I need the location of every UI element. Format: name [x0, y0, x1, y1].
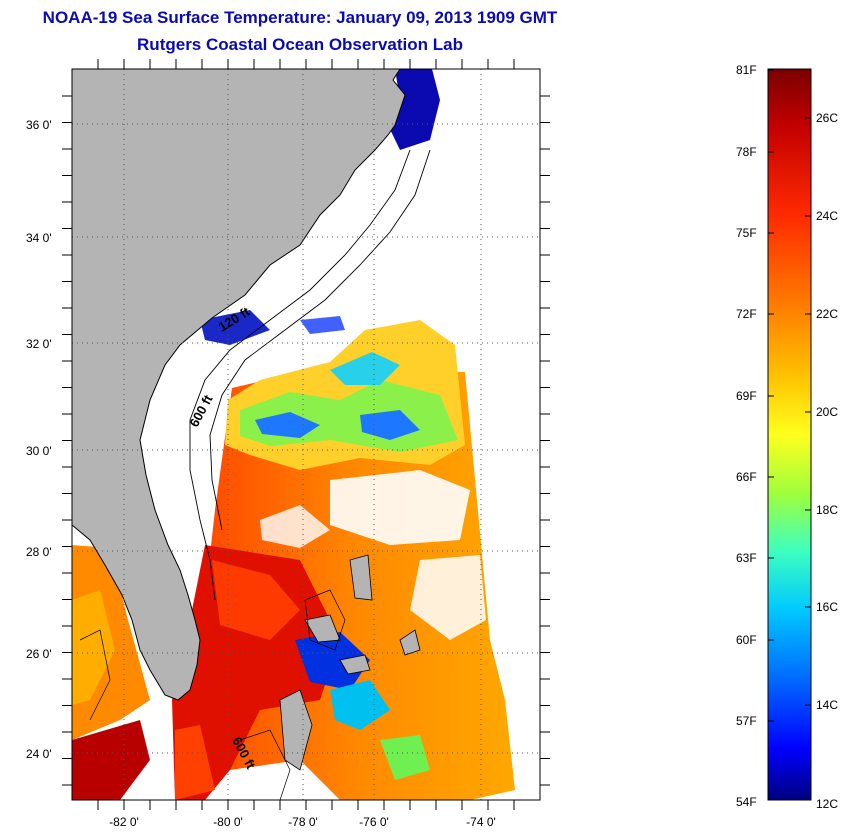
colorbar — [767, 68, 812, 801]
colorbar-f-label: 57F — [736, 714, 757, 728]
colorbar-c-label: 12C — [816, 797, 838, 811]
colorbar-f-label: 66F — [736, 470, 757, 484]
contour-120ft — [189, 149, 411, 601]
contour-600ft — [209, 149, 431, 531]
land-mass — [72, 69, 406, 701]
colorbar-f-label: 69F — [736, 389, 757, 403]
lon-label: -78 0' — [288, 815, 318, 829]
colorbar-c-label: 16C — [816, 600, 838, 614]
colorbar-f-label: 60F — [736, 633, 757, 647]
lat-label: 32 0' — [26, 337, 52, 351]
colorbar-c-label: 20C — [816, 405, 838, 419]
colorbar-f-label: 75F — [736, 226, 757, 240]
lat-label: 28 0' — [26, 545, 52, 559]
lon-label: -80 0' — [213, 815, 243, 829]
colorbar-c-label: 22C — [816, 307, 838, 321]
colorbar-c-label: 24C — [816, 209, 838, 223]
lat-label: 26 0' — [26, 647, 52, 661]
lat-label: 36 0' — [26, 118, 52, 132]
colorbar-c-label: 26C — [816, 111, 838, 125]
lon-label: -74 0' — [466, 815, 496, 829]
colorbar-f-label: 81F — [736, 63, 757, 77]
lat-label: 30 0' — [26, 444, 52, 458]
lat-label: 24 0' — [26, 747, 52, 761]
map-title: NOAA-19 Sea Surface Temperature: January… — [42, 8, 558, 27]
lon-label: -76 0' — [359, 815, 389, 829]
lat-label: 34 0' — [26, 231, 52, 245]
colorbar-c-label: 18C — [816, 503, 838, 517]
lon-label: -82 0' — [109, 815, 139, 829]
colorbar-f-label: 63F — [736, 551, 757, 565]
colorbar-f-label: 72F — [736, 307, 757, 321]
colorbar-f-label: 78F — [736, 145, 757, 159]
colorbar-f-label: 54F — [736, 795, 757, 809]
map-subtitle: Rutgers Coastal Ocean Observation Lab — [137, 35, 463, 54]
colorbar-c-label: 14C — [816, 698, 838, 712]
